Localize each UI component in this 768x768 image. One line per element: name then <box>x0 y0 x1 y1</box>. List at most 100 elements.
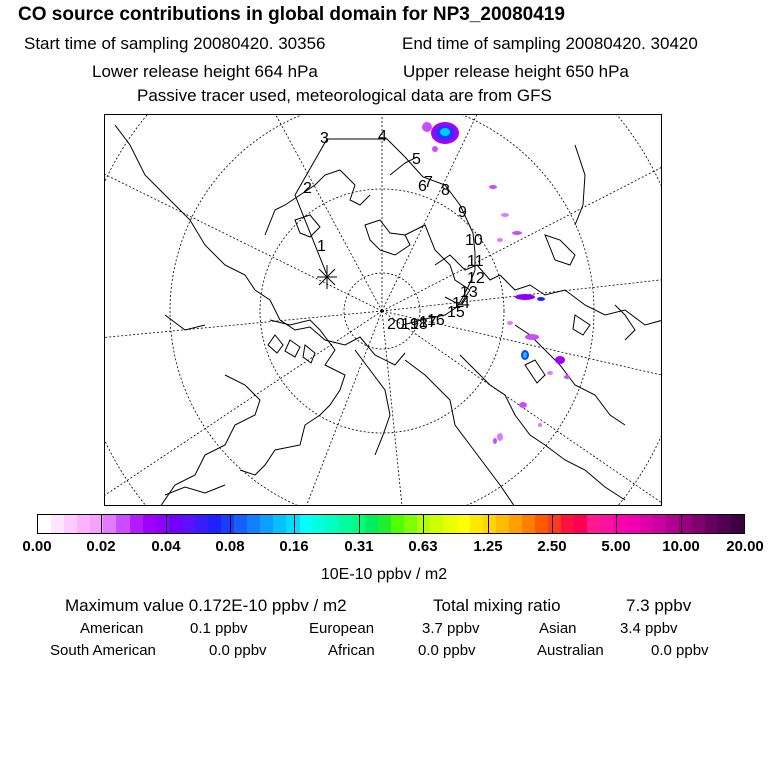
total-mixing-label: Total mixing ratio <box>433 596 561 615</box>
colorbar-swatch <box>482 515 496 533</box>
colorbar-swatch <box>312 515 326 533</box>
traj-label: 4 <box>378 128 387 145</box>
colorbar-swatch <box>443 515 457 533</box>
colorbar-swatch <box>718 515 732 533</box>
latitude-circles <box>105 115 661 505</box>
colorbar-tick-label: 0.00 <box>22 538 52 555</box>
colorbar-tick <box>230 514 231 534</box>
colorbar-swatch <box>574 515 588 533</box>
lower-height-label: Lower release height 664 hPa <box>92 62 318 81</box>
traj-label: 1 <box>317 238 326 255</box>
upper-height-label: Upper release height 650 hPa <box>403 62 629 81</box>
traj-label: 16 <box>427 312 445 329</box>
colorbar-swatch <box>561 515 575 533</box>
colorbar-swatch <box>234 515 248 533</box>
total-mixing-value: 7.3 ppbv <box>626 596 692 615</box>
traj-label: 20 <box>387 316 405 333</box>
colorbar-swatch <box>469 515 483 533</box>
colorbar-swatch <box>155 515 169 533</box>
colorbar-swatch <box>51 515 65 533</box>
colorbar-swatch <box>665 515 679 533</box>
colorbar-swatch <box>260 515 274 533</box>
colorbar-swatch <box>116 515 130 533</box>
colorbar-tick-label: 0.63 <box>408 538 438 555</box>
colorbar-tick-label: 0.04 <box>151 538 181 555</box>
colorbar-swatch <box>325 515 339 533</box>
region-value: 0.0 ppbv <box>651 642 709 659</box>
region-value: 0.0 ppbv <box>418 642 476 659</box>
colorbar-swatch <box>626 515 640 533</box>
colorbar-swatch <box>548 515 562 533</box>
traj-label: 9 <box>458 204 467 221</box>
colorbar-tick <box>616 514 617 534</box>
colorbar-tick-label: 0.16 <box>279 538 309 555</box>
traj-label: 11 <box>467 253 484 270</box>
unit-label: 10E-10 ppbv / m2 <box>320 566 448 583</box>
colorbar-tick <box>681 514 682 534</box>
colorbar-swatch <box>64 515 78 533</box>
region-name: South American <box>50 642 156 659</box>
colorbar-swatch <box>404 515 418 533</box>
traj-label: 19 <box>401 316 419 333</box>
colorbar-swatch <box>587 515 601 533</box>
traj-label: 17 <box>419 314 437 331</box>
traj-label: 5 <box>412 151 421 168</box>
colorbar-tick-label: 0.02 <box>86 538 116 555</box>
colorbar-tick <box>101 514 102 534</box>
colorbar-swatch <box>652 515 666 533</box>
colorbar-swatch <box>221 515 235 533</box>
colorbar-swatch <box>430 515 444 533</box>
colorbar-swatch <box>168 515 182 533</box>
region-value: 3.4 ppbv <box>620 620 678 637</box>
region-name: American <box>80 620 144 637</box>
colorbar-swatch <box>495 515 509 533</box>
colorbar-tick <box>423 514 424 534</box>
traj-label: 12 <box>467 270 485 287</box>
region-name: European <box>309 620 375 637</box>
colorbar-swatch <box>90 515 104 533</box>
colorbar-swatch <box>38 515 52 533</box>
colorbar-tick <box>488 514 489 534</box>
concentration-blobs <box>422 122 570 444</box>
traj-label: 18 <box>410 316 428 333</box>
map-svg: 1 2 3 4 5 6 7 8 9 10 11 12 13 14 15 16 1… <box>105 115 661 505</box>
colorbar-swatch <box>678 515 692 533</box>
plot-title: CO source contributions in global domain… <box>18 4 565 25</box>
colorbar-swatch <box>521 515 535 533</box>
colorbar-tick <box>166 514 167 534</box>
colorbar-swatch <box>456 515 470 533</box>
region-name: Australian <box>537 642 604 659</box>
colorbar-swatch <box>194 515 209 533</box>
colorbar-swatch <box>103 515 117 533</box>
colorbar-swatch <box>338 515 352 533</box>
colorbar-tick-label: 1.25 <box>473 538 503 555</box>
colorbar-swatch <box>247 515 261 533</box>
colorbar-tick <box>359 514 360 534</box>
region-value: 0.1 ppbv <box>190 620 248 637</box>
colorbar-tick-label: 0.08 <box>215 538 245 555</box>
colorbar-swatch <box>600 515 614 533</box>
colorbar-tick-label: 20.00 <box>726 538 764 555</box>
colorbar-swatch <box>364 515 379 533</box>
region-value: 3.7 ppbv <box>422 620 480 637</box>
traj-label: 8 <box>441 182 450 199</box>
region-name: Asian <box>539 620 577 637</box>
colorbar-swatch <box>129 515 143 533</box>
colorbar-tick-label: 2.50 <box>537 538 567 555</box>
colorbar-swatch <box>731 515 745 533</box>
colorbar-swatch <box>691 515 705 533</box>
traj-label: 7 <box>424 174 433 191</box>
colorbar-swatch <box>534 515 549 533</box>
start-time-label: Start time of sampling 20080420. 30356 <box>24 34 326 53</box>
colorbar-swatch <box>208 515 222 533</box>
end-time-label: End time of sampling 20080420. 30420 <box>402 34 698 53</box>
colorbar-tick <box>294 514 295 534</box>
traj-label: 15 <box>447 304 465 321</box>
traj-label: 10 <box>465 232 483 249</box>
colorbar-swatch <box>181 515 195 533</box>
colorbar-tick-label: 5.00 <box>601 538 631 555</box>
colorbar-swatch <box>704 515 719 533</box>
asterisk-marker <box>317 265 337 289</box>
colorbar-tick <box>552 514 553 534</box>
coastlines <box>114 124 661 505</box>
